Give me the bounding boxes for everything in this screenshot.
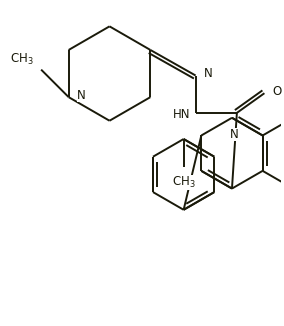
- Text: CH$_3$: CH$_3$: [172, 175, 195, 190]
- Text: N: N: [203, 67, 212, 80]
- Text: CH$_3$: CH$_3$: [10, 52, 33, 67]
- Text: N: N: [229, 127, 238, 141]
- Text: N: N: [76, 89, 85, 102]
- Text: O: O: [272, 85, 281, 98]
- Text: HN: HN: [173, 108, 191, 121]
